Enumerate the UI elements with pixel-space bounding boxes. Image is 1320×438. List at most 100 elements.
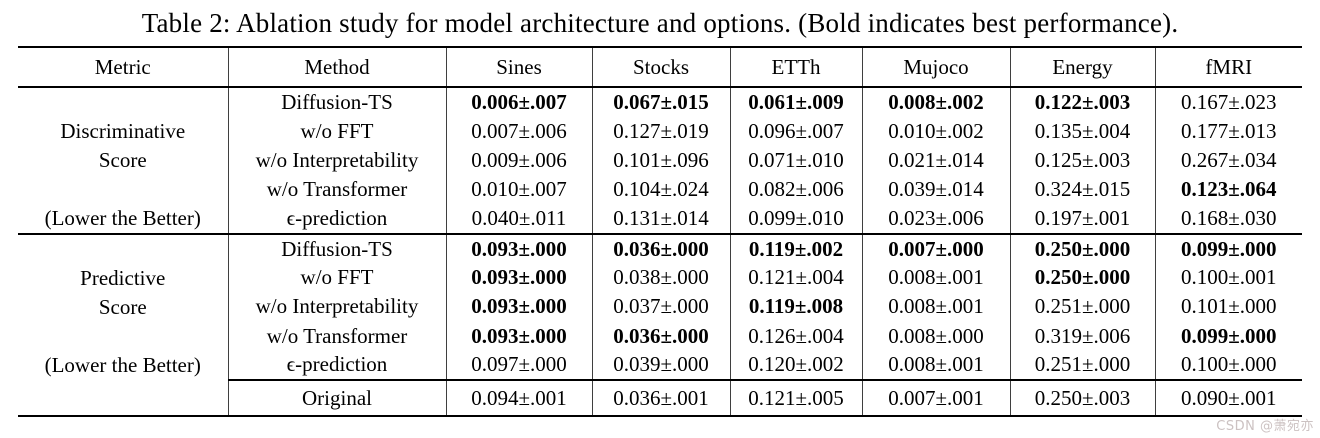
value-cell: 0.094±.001 [446,379,593,416]
value-cell: 0.096±.007 [730,116,863,146]
value-cell: 0.121±.005 [730,379,863,416]
value-cell: 0.197±.001 [1010,204,1156,234]
value-cell: 0.251±.000 [1010,350,1156,380]
value-cell: 0.319±.006 [1010,321,1156,351]
value-cell: 0.267±.034 [1180,147,1277,172]
value-cell: 0.125±.003 [1010,145,1156,176]
value-cell: 0.037±.000 [592,292,731,322]
method-cell: w/o Transformer [228,175,447,205]
table-row: Original 0.094±.001 0.036±.001 0.121±.00… [18,379,1302,416]
value-cell: 0.121±.004 [730,263,863,293]
value-cell: 0.099±.010 [730,204,863,234]
col-header-metric: Metric [18,47,229,88]
section-discriminative-score: Discriminative Score (Lower the Better) … [18,87,1302,234]
value-cell: 0.250±.000 [1010,232,1156,264]
value-cell: 0.101±.000 [1180,294,1277,319]
value-cell: 0.039±.000 [592,350,731,380]
value-cell: 0.038±.000 [592,263,731,293]
value-cell: 0.123±.064 [1180,177,1277,202]
value-cell: 0.251±.000 [1010,292,1156,322]
col-header-mujoco: Mujoco [862,47,1011,88]
metric-name-line2: Score [98,148,147,172]
value-cell: 0.131±.014 [592,204,731,234]
value-cell: 0.099±.000 [1155,232,1302,264]
value-cell: 0.007±.000 [862,232,1011,264]
value-cell: 0.250±.000 [1010,263,1156,293]
col-header-etth: ETTh [730,47,863,88]
value-cell: 0.008±.000 [862,321,1011,351]
value-cell: 0.036±.000 [592,321,731,351]
table-row: w/o Transformer 0.010±.007 0.104±.024 0.… [18,175,1302,205]
value-cell: 0.061±.009 [730,87,863,117]
value-cell: 0.119±.002 [730,232,863,264]
table-row: ϵ-prediction 0.040±.011 0.131±.014 0.099… [18,204,1302,234]
value-cell: 0.093±.000 [446,263,593,293]
metric-cell-predictive: Predictive Score (Lower the Better) [18,233,229,380]
ablation-table: Metric Method Sines Stocks ETTh Mujoco E… [18,46,1302,417]
value-cell: 0.250±.003 [1010,379,1156,416]
table-row: w/o FFT 0.007±.006 0.127±.019 0.096±.007… [18,116,1302,146]
table-row: w/o Interpretability 0.093±.000 0.037±.0… [18,292,1302,322]
table-wrapper: Metric Method Sines Stocks ETTh Mujoco E… [18,46,1302,417]
value-cell: 0.104±.024 [592,175,731,205]
table-header: Metric Method Sines Stocks ETTh Mujoco E… [18,47,1302,88]
method-cell: w/o Interpretability [228,145,447,176]
metric-label: Predictive Score (Lower the Better) [18,264,227,380]
metric-label: Discriminative Score (Lower the Better) [18,117,227,233]
col-header-energy: Energy [1010,47,1156,88]
value-cell: 0.039±.014 [862,175,1011,205]
metric-name-line1: Discriminative [60,119,186,143]
value-cell: 0.006±.007 [446,87,593,117]
method-cell: Original [228,379,447,416]
col-header-sines: Sines [446,47,593,88]
value-cell: 0.101±.096 [592,145,731,176]
table-row: w/o FFT 0.093±.000 0.038±.000 0.121±.004… [18,263,1302,293]
method-cell: Diffusion-TS [228,87,447,117]
value-cell: 0.119±.008 [730,292,863,322]
metric-name-line1: Predictive [80,266,166,290]
value-cell: 0.007±.001 [862,379,1011,416]
value-cell: 0.093±.000 [446,292,593,322]
value-cell: 0.099±.000 [1180,323,1277,348]
value-cell: 0.008±.001 [862,350,1011,380]
method-cell: w/o FFT [228,116,447,146]
table-row: w/o Interpretability 0.009±.006 0.101±.0… [18,145,1302,176]
col-header-fmri: fMRI [1155,47,1302,88]
value-cell: 0.100±.000 [1180,352,1277,377]
method-cell: ϵ-prediction [228,204,447,234]
table-row: ϵ-prediction 0.097±.000 0.039±.000 0.120… [18,350,1302,380]
value-cell: 0.007±.006 [446,116,593,146]
value-cell: 0.010±.002 [862,116,1011,146]
method-cell: w/o Interpretability [228,292,447,322]
value-cell: 0.168±.030 [1180,206,1277,231]
section-original: Original 0.094±.001 0.036±.001 0.121±.00… [18,379,1302,416]
value-cell: 0.009±.006 [446,145,593,176]
section-predictive-score: Predictive Score (Lower the Better) Diff… [18,232,1302,380]
value-cell: 0.177±.013 [1180,118,1277,143]
value-cell: 0.324±.015 [1010,175,1156,205]
table-row: Discriminative Score (Lower the Better) … [18,87,1302,234]
metric-note: (Lower the Better) [44,353,201,377]
value-cell: 0.126±.004 [730,321,863,351]
value-cell: 0.097±.000 [446,350,593,380]
value-cell: 0.167±.023 [1180,89,1277,114]
value-cell: 0.010±.007 [446,175,593,205]
value-cell: 0.120±.002 [730,350,863,380]
value-cell: 0.122±.003 [1010,87,1156,117]
value-cell: 0.036±.000 [592,232,731,264]
method-cell: w/o FFT [228,263,447,293]
value-cell: 0.090±.001 [1155,379,1302,416]
value-cell: 0.067±.015 [592,87,731,117]
metric-note: (Lower the Better) [44,206,201,230]
value-cell: 0.093±.000 [446,321,593,351]
method-cell: w/o Transformer [228,321,447,351]
csdn-watermark: CSDN @萧宛亦 [1216,419,1314,434]
table-caption: Table 2: Ablation study for model archit… [141,7,1179,38]
value-cell: 0.093±.000 [446,232,593,264]
method-cell: ϵ-prediction [228,350,447,380]
metric-name-line2: Score [98,295,147,319]
col-header-method: Method [228,47,447,88]
table-row: Predictive Score (Lower the Better) Diff… [18,232,1302,380]
value-cell: 0.023±.006 [862,204,1011,234]
